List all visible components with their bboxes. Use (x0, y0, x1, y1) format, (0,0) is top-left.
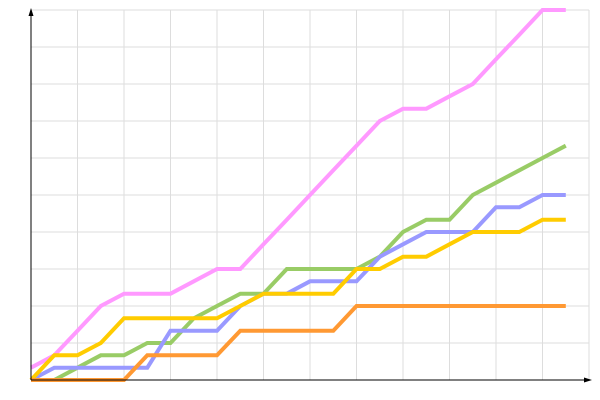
y-axis-arrow-icon (28, 8, 34, 16)
series-line-4 (29, 217, 566, 382)
axes (28, 8, 592, 383)
series-line-2 (31, 143, 567, 382)
x-axis-arrow-icon (584, 377, 592, 383)
series-line-1 (30, 8, 566, 370)
series-line-3 (30, 193, 566, 382)
